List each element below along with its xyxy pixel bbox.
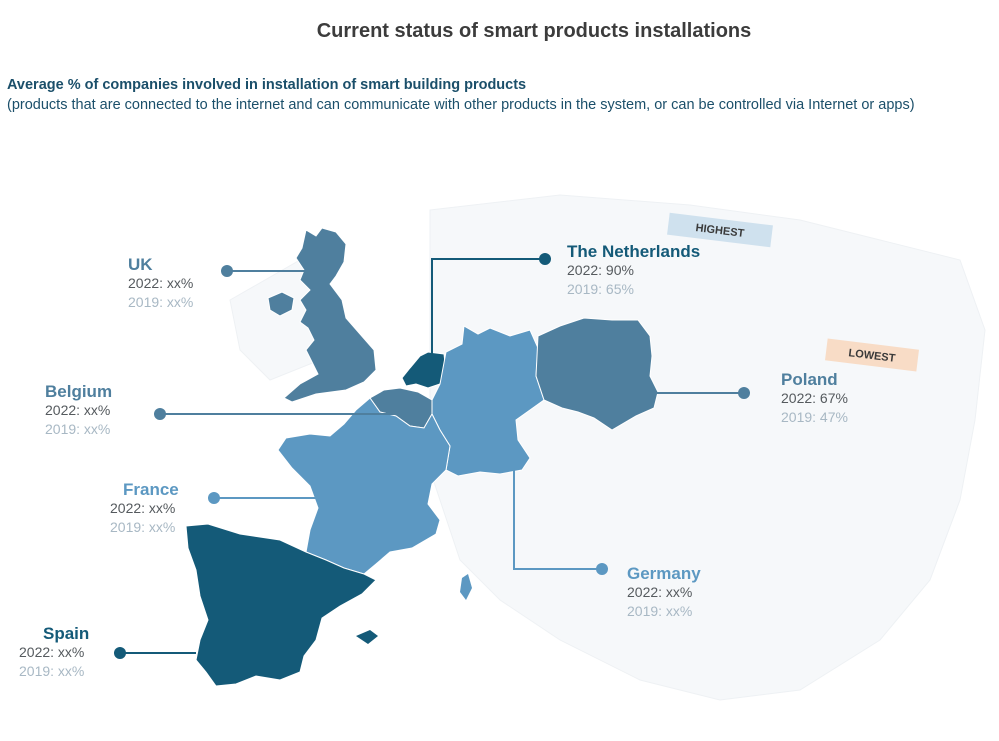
country-name: Spain bbox=[43, 624, 90, 643]
highest-tag: HIGHEST bbox=[667, 212, 773, 248]
value-2019: 2019: xx% bbox=[45, 421, 111, 437]
value-2019: 2019: 47% bbox=[781, 409, 848, 425]
label-france: France 2022: xx% 2019: xx% bbox=[110, 480, 179, 537]
country-name: Germany bbox=[627, 564, 701, 583]
country-netherlands[interactable] bbox=[401, 351, 447, 389]
uk-marker bbox=[221, 265, 233, 277]
value-2019: 2019: xx% bbox=[110, 519, 176, 535]
page-title: Current status of smart products install… bbox=[316, 20, 752, 42]
value-2022: 2022: 67% bbox=[781, 390, 848, 406]
value-2022: 2022: 90% bbox=[567, 262, 634, 278]
country-name: France bbox=[123, 480, 179, 499]
value-2019: 2019: xx% bbox=[627, 603, 693, 619]
netherlands-connector bbox=[431, 258, 545, 360]
country-name: Poland bbox=[781, 370, 838, 389]
value-2022: 2022: xx% bbox=[19, 644, 85, 660]
country-name: UK bbox=[128, 255, 153, 274]
value-2022: 2022: xx% bbox=[128, 275, 194, 291]
country-ireland-part bbox=[267, 291, 295, 317]
lowest-tag: LOWEST bbox=[825, 338, 919, 372]
country-france[interactable] bbox=[277, 397, 451, 575]
highest-tag-text: HIGHEST bbox=[695, 222, 745, 240]
label-germany: Germany 2022: xx% 2019: xx% bbox=[627, 564, 701, 621]
country-name: Belgium bbox=[45, 382, 113, 401]
value-2022: 2022: xx% bbox=[45, 402, 111, 418]
lowest-tag-text: LOWEST bbox=[848, 347, 896, 365]
country-name: The Netherlands bbox=[567, 242, 701, 261]
corsica bbox=[460, 574, 472, 600]
netherlands-marker bbox=[539, 253, 551, 265]
label-netherlands: The Netherlands 2022: 90% 2019: 65% bbox=[567, 242, 700, 299]
country-poland[interactable] bbox=[535, 317, 659, 431]
label-belgium: Belgium 2022: xx% 2019: xx% bbox=[45, 382, 112, 439]
balearic-islands bbox=[356, 630, 378, 644]
spain-marker bbox=[114, 647, 126, 659]
country-spain[interactable] bbox=[185, 523, 377, 687]
belgium-marker bbox=[154, 408, 166, 420]
value-2019: 2019: xx% bbox=[128, 294, 194, 310]
germany-connector bbox=[513, 468, 602, 570]
description: (products that are connected to the inte… bbox=[7, 97, 915, 113]
subtitle: Average % of companies involved in insta… bbox=[7, 77, 527, 93]
value-2019: 2019: xx% bbox=[19, 663, 85, 679]
label-uk: UK 2022: xx% 2019: xx% bbox=[128, 255, 193, 312]
value-2022: 2022: xx% bbox=[110, 500, 176, 516]
label-spain: Spain 2022: xx% 2019: xx% bbox=[19, 624, 89, 681]
france-marker bbox=[208, 492, 220, 504]
label-poland: Poland 2022: 67% 2019: 47% bbox=[781, 370, 848, 427]
value-2019: 2019: 65% bbox=[567, 281, 634, 297]
value-2022: 2022: xx% bbox=[627, 584, 693, 600]
germany-marker bbox=[596, 563, 608, 575]
poland-marker bbox=[738, 387, 750, 399]
